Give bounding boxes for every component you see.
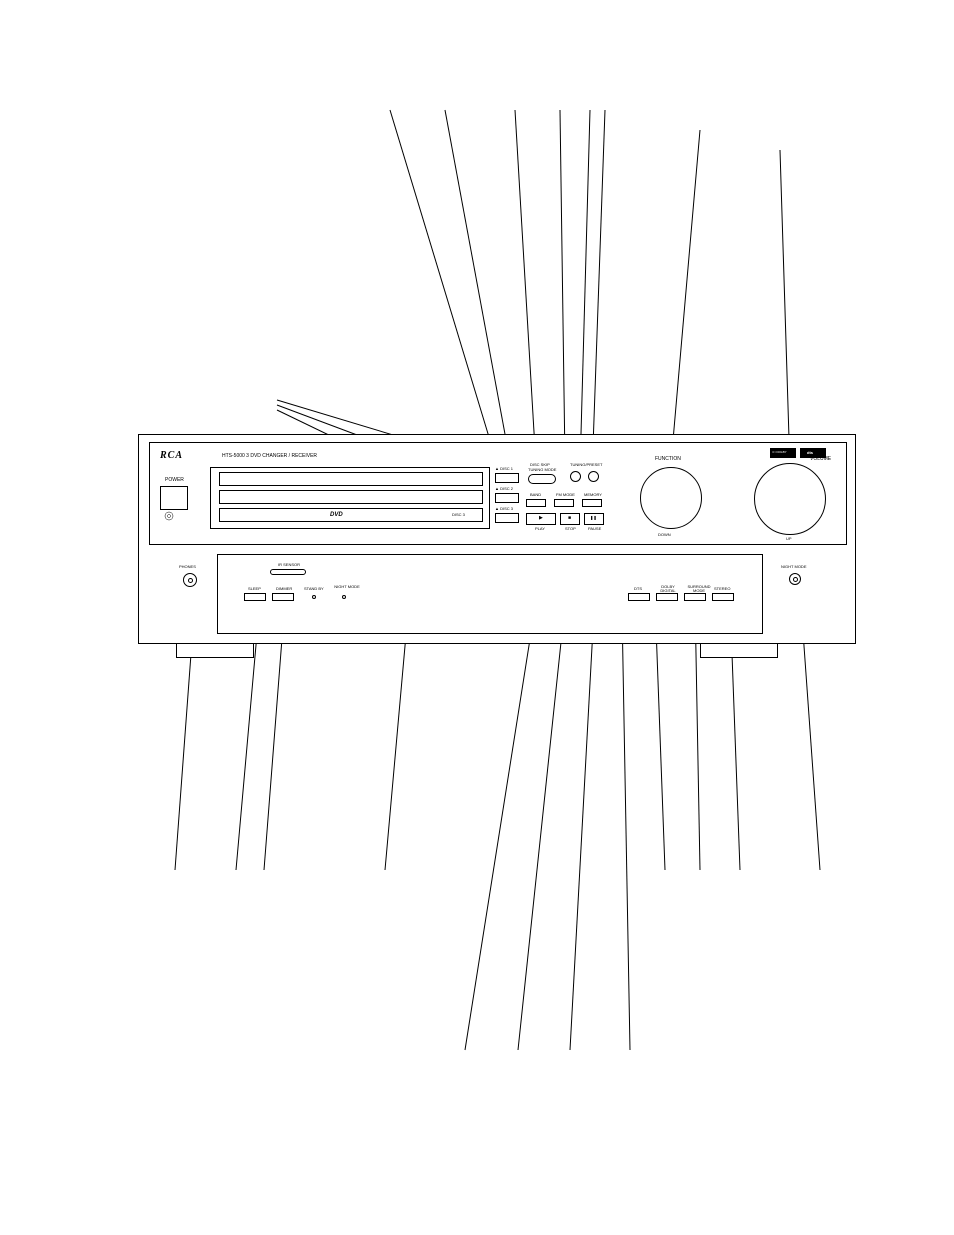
dolby-label: DOLBY DIGITAL [656, 585, 680, 593]
night-mode-led [342, 595, 346, 599]
lower-panel: IR SENSOR SLEEP DIMMER STAND BY NIGHT MO… [217, 554, 763, 634]
disc-slot-3[interactable]: DVD DISC 3 [219, 508, 483, 522]
brand-logo: RCA [160, 451, 183, 461]
disc3-slot-label: DISC 3 [452, 513, 465, 517]
fm-mode-button[interactable] [554, 499, 574, 507]
phones-jack[interactable] [183, 573, 197, 587]
cd-logo-icon [163, 510, 183, 522]
stereo-button[interactable] [712, 593, 734, 601]
down-label: DOWN [658, 533, 671, 537]
dts-button[interactable] [628, 593, 650, 601]
sleep-button[interactable] [244, 593, 266, 601]
night-mode-led-label: NIGHT MODE [334, 585, 360, 589]
ir-sensor [270, 569, 306, 575]
model-label: HTS-5000 3 DVD CHANGER / RECEIVER [222, 454, 317, 459]
band-label: BAND [530, 493, 541, 497]
tuning-up-button[interactable] [588, 471, 599, 482]
ir-sensor-label: IR SENSOR [278, 563, 300, 567]
play-symbol: ▶ [539, 516, 543, 521]
disc3-label: ▲ DISC 3 [495, 507, 513, 511]
dts-label: DTS [634, 587, 642, 591]
foot-left [176, 644, 254, 658]
standby-label: STAND BY [304, 587, 324, 591]
tuning-mode-label: TUNING MODE [528, 468, 556, 472]
dolby-button[interactable] [656, 593, 678, 601]
standby-led [312, 595, 316, 599]
memory-button[interactable] [582, 499, 602, 507]
disc-slot-2[interactable] [219, 490, 483, 504]
up-label: UP [786, 537, 792, 541]
dolby-badge: □□ DOLBY [770, 448, 796, 458]
dimmer-button[interactable] [272, 593, 294, 601]
sleep-label: SLEEP [248, 587, 261, 591]
dimmer-label: DIMMER [276, 587, 292, 591]
upper-panel: RCA HTS-5000 3 DVD CHANGER / RECEIVER PO… [149, 442, 847, 545]
disc-skip-button[interactable] [528, 474, 556, 484]
fm-mode-label: FM MODE [556, 493, 575, 497]
dts-badge: dts [800, 448, 826, 458]
pause-label: PAUSE [588, 527, 601, 531]
night-mode-label: NIGHT MODE [781, 565, 806, 569]
pause-button[interactable]: ❚❚ [584, 513, 604, 525]
disc3-eject-button[interactable] [495, 513, 519, 523]
volume-knob[interactable] [754, 463, 826, 535]
surround-label: SURROUND MODE [684, 585, 714, 593]
surround-button[interactable] [684, 593, 706, 601]
stereo-label: STEREO [714, 587, 730, 591]
foot-right [700, 644, 778, 658]
pause-symbol: ❚❚ [590, 516, 597, 520]
night-mode-button[interactable] [789, 573, 801, 585]
memory-label: MEMORY [584, 493, 602, 497]
device-chassis: RCA HTS-5000 3 DVD CHANGER / RECEIVER PO… [138, 434, 856, 644]
stop-button[interactable]: ■ [560, 513, 580, 525]
disc-slot-1[interactable] [219, 472, 483, 486]
play-label: PLAY [535, 527, 545, 531]
disc1-label: ▲ DISC 1 [495, 467, 513, 471]
power-button[interactable] [160, 486, 188, 510]
dts-badge-text: dts [807, 451, 813, 455]
disc2-label: ▲ DISC 2 [495, 487, 513, 491]
dvd-logo: DVD [330, 512, 343, 518]
phones-label: PHONES [179, 565, 196, 569]
stop-symbol: ■ [568, 516, 571, 521]
dolby-badge-text: □□ DOLBY [772, 451, 787, 454]
band-button[interactable] [526, 499, 546, 507]
play-button[interactable]: ▶ [526, 513, 556, 525]
function-knob[interactable] [640, 467, 702, 529]
function-label: FUNCTION [655, 457, 681, 462]
disc-tray-area: DVD DISC 3 [210, 467, 490, 529]
tuning-down-button[interactable] [570, 471, 581, 482]
tuning-preset-label: TUNING/PRESET [570, 463, 602, 467]
power-label: POWER [165, 478, 184, 483]
stop-label: STOP [565, 527, 576, 531]
disc2-eject-button[interactable] [495, 493, 519, 503]
disc1-eject-button[interactable] [495, 473, 519, 483]
